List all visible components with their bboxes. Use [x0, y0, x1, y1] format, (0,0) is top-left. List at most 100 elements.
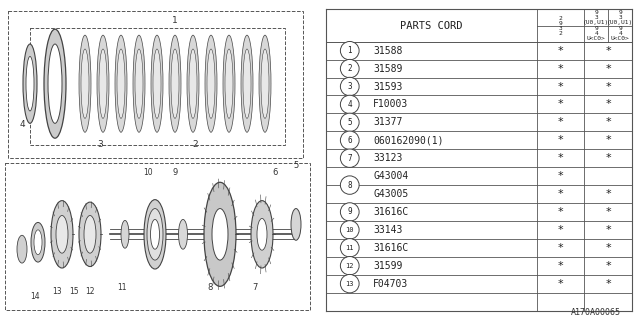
Text: 2: 2 — [348, 64, 352, 73]
Text: 7: 7 — [252, 283, 258, 292]
Text: 8: 8 — [207, 283, 212, 292]
Text: 9
4
U<C0>: 9 4 U<C0> — [587, 26, 605, 41]
Text: 1: 1 — [172, 16, 178, 25]
Ellipse shape — [223, 35, 235, 132]
Ellipse shape — [187, 35, 199, 132]
Text: 12: 12 — [346, 263, 354, 269]
Text: *: * — [605, 46, 611, 56]
Text: 9
3
(U0,U1): 9 3 (U0,U1) — [607, 10, 634, 25]
Text: *: * — [557, 82, 563, 92]
Circle shape — [340, 239, 359, 257]
Ellipse shape — [144, 200, 166, 269]
Text: *: * — [557, 207, 563, 217]
Ellipse shape — [225, 49, 233, 118]
Text: *: * — [605, 243, 611, 253]
Ellipse shape — [153, 49, 161, 118]
Text: *: * — [605, 117, 611, 127]
Text: A170A00065: A170A00065 — [571, 308, 621, 317]
Ellipse shape — [169, 35, 181, 132]
Text: *: * — [557, 225, 563, 235]
Circle shape — [340, 221, 359, 239]
Ellipse shape — [51, 201, 73, 268]
Ellipse shape — [31, 222, 45, 262]
Ellipse shape — [115, 35, 127, 132]
Text: *: * — [557, 100, 563, 109]
Ellipse shape — [44, 29, 66, 138]
Text: *: * — [605, 189, 611, 199]
Ellipse shape — [17, 235, 27, 263]
Text: *: * — [605, 279, 611, 289]
Text: *: * — [605, 261, 611, 271]
Text: 31589: 31589 — [373, 64, 403, 74]
Text: F04703: F04703 — [373, 279, 408, 289]
Text: 8: 8 — [348, 180, 352, 189]
Text: 14: 14 — [30, 292, 40, 301]
Ellipse shape — [56, 215, 68, 253]
Ellipse shape — [261, 49, 269, 118]
Text: *: * — [557, 153, 563, 163]
Ellipse shape — [79, 35, 91, 132]
Text: 2
9
3
2: 2 9 3 2 — [559, 16, 563, 36]
Text: 060162090(1): 060162090(1) — [373, 135, 444, 145]
Text: 10: 10 — [143, 168, 153, 177]
Circle shape — [340, 149, 359, 167]
Text: 2: 2 — [192, 140, 198, 149]
Ellipse shape — [23, 44, 37, 123]
Text: 7: 7 — [348, 154, 352, 163]
Text: F10003: F10003 — [373, 100, 408, 109]
Text: 11: 11 — [117, 283, 127, 292]
Text: 13: 13 — [346, 281, 354, 287]
Text: *: * — [605, 153, 611, 163]
Text: *: * — [557, 64, 563, 74]
Ellipse shape — [243, 49, 251, 118]
Text: 9: 9 — [348, 207, 352, 216]
Text: *: * — [557, 261, 563, 271]
Text: 12: 12 — [85, 287, 95, 296]
Text: 31599: 31599 — [373, 261, 403, 271]
Ellipse shape — [99, 49, 107, 118]
Text: 11: 11 — [346, 245, 354, 251]
Text: *: * — [557, 117, 563, 127]
Circle shape — [340, 42, 359, 60]
Text: 10: 10 — [346, 227, 354, 233]
Text: 5: 5 — [293, 161, 299, 170]
Ellipse shape — [97, 35, 109, 132]
Text: 31377: 31377 — [373, 117, 403, 127]
Text: 6: 6 — [272, 168, 278, 177]
Ellipse shape — [150, 220, 159, 249]
Text: *: * — [557, 46, 563, 56]
Bar — [8, 11, 303, 158]
Text: 31616C: 31616C — [373, 243, 408, 253]
Text: 6: 6 — [348, 136, 352, 145]
Text: 31593: 31593 — [373, 82, 403, 92]
Text: G43005: G43005 — [373, 189, 408, 199]
Text: 31588: 31588 — [373, 46, 403, 56]
Circle shape — [340, 60, 359, 78]
Ellipse shape — [117, 49, 125, 118]
Ellipse shape — [26, 56, 34, 111]
Text: 9: 9 — [172, 168, 178, 177]
Ellipse shape — [147, 209, 163, 260]
Circle shape — [340, 113, 359, 132]
Text: 9
3
(U0,U1): 9 3 (U0,U1) — [583, 10, 609, 25]
Text: 9
4
U<C0>: 9 4 U<C0> — [611, 26, 630, 41]
Ellipse shape — [189, 49, 197, 118]
Ellipse shape — [48, 44, 62, 123]
Ellipse shape — [212, 209, 228, 260]
Circle shape — [340, 77, 359, 96]
Text: *: * — [605, 225, 611, 235]
Ellipse shape — [251, 201, 273, 268]
Ellipse shape — [151, 35, 163, 132]
Ellipse shape — [133, 35, 145, 132]
Ellipse shape — [135, 49, 143, 118]
Ellipse shape — [259, 35, 271, 132]
Ellipse shape — [84, 215, 96, 253]
Text: PARTS CORD: PARTS CORD — [401, 20, 463, 31]
Text: *: * — [605, 64, 611, 74]
Ellipse shape — [207, 49, 215, 118]
Text: 13: 13 — [52, 287, 62, 296]
Text: 33123: 33123 — [373, 153, 403, 163]
Ellipse shape — [34, 230, 42, 255]
Text: 5: 5 — [348, 118, 352, 127]
Ellipse shape — [121, 220, 129, 248]
